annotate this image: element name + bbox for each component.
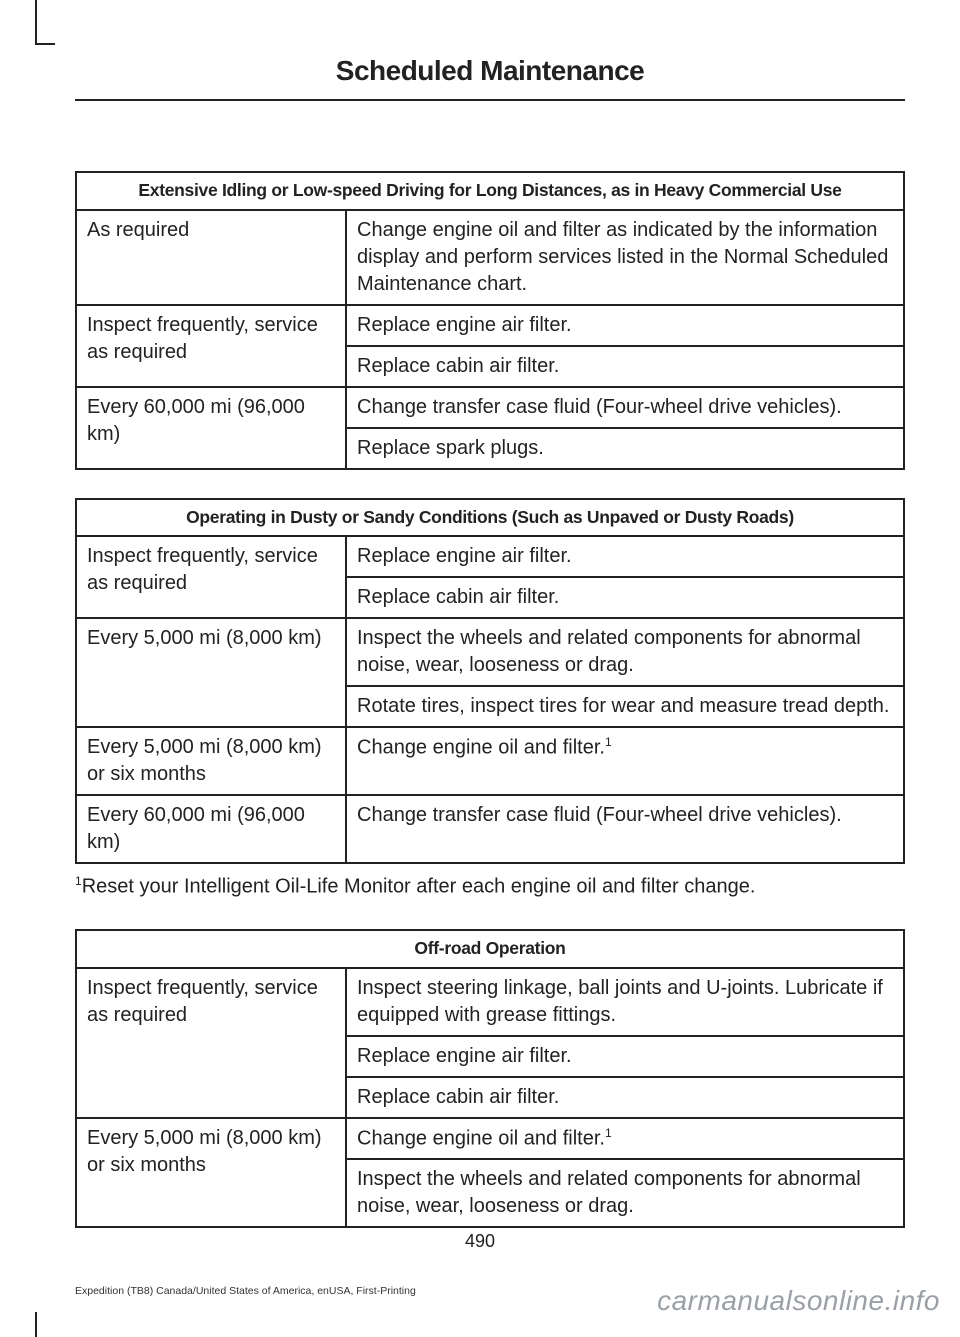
cell-text: Change engine oil and filter. <box>357 737 605 759</box>
table-cell: Change engine oil and filter as indicate… <box>346 210 904 305</box>
cell-text: Change engine oil and filter. <box>357 1127 605 1149</box>
table-cell: Every 5,000 mi (8,000 km) or six months <box>76 727 346 795</box>
table-cell: Replace engine air filter. <box>346 1036 904 1077</box>
table3-header: Off-road Operation <box>76 930 904 968</box>
footnote: 1Reset your Intelligent Oil-Life Monitor… <box>75 874 905 899</box>
table-cell: Inspect frequently, service as required <box>76 305 346 387</box>
footnote-text: Reset your Intelligent Oil-Life Monitor … <box>82 876 756 898</box>
table-cell: Change transfer case fluid (Four-wheel d… <box>346 387 904 428</box>
footnote-ref: 1 <box>605 1126 612 1140</box>
table-cell: Every 5,000 mi (8,000 km) <box>76 618 346 727</box>
footnote-ref: 1 <box>605 735 612 749</box>
table-cell: Replace engine air filter. <box>346 536 904 577</box>
table-cell: Rotate tires, inspect tires for wear and… <box>346 686 904 727</box>
title-rule <box>75 99 905 101</box>
table-extensive-idling: Extensive Idling or Low-speed Driving fo… <box>75 171 905 470</box>
table-cell: Inspect steering linkage, ball joints an… <box>346 968 904 1036</box>
table-cell: Replace engine air filter. <box>346 305 904 346</box>
table-cell: Replace cabin air filter. <box>346 1077 904 1118</box>
table-cell: Inspect frequently, service as required <box>76 536 346 618</box>
table-dusty-sandy: Operating in Dusty or Sandy Conditions (… <box>75 498 905 865</box>
table-offroad: Off-road Operation Inspect frequently, s… <box>75 929 905 1228</box>
table-cell: Change engine oil and filter.1 <box>346 727 904 795</box>
footer-publication-info: Expedition (TB8) Canada/United States of… <box>75 1285 416 1297</box>
page-title: Scheduled Maintenance <box>75 55 905 87</box>
table-cell: Every 60,000 mi (96,000 km) <box>76 795 346 863</box>
footer-watermark: carmanualsonline.info <box>657 1285 940 1317</box>
page-content: Scheduled Maintenance Extensive Idling o… <box>0 0 960 1296</box>
crop-mark-bottom-left <box>35 1312 55 1337</box>
table-cell: Change transfer case fluid (Four-wheel d… <box>346 795 904 863</box>
table-cell: Every 60,000 mi (96,000 km) <box>76 387 346 469</box>
table-cell: Replace cabin air filter. <box>346 577 904 618</box>
footnote-marker: 1 <box>75 874 82 888</box>
table2-header: Operating in Dusty or Sandy Conditions (… <box>76 499 904 537</box>
table-cell: Inspect frequently, service as required <box>76 968 346 1118</box>
table1-header: Extensive Idling or Low-speed Driving fo… <box>76 172 904 210</box>
table-cell: Every 5,000 mi (8,000 km) or six months <box>76 1118 346 1228</box>
table-cell: Replace spark plugs. <box>346 428 904 469</box>
table-cell: Inspect the wheels and related component… <box>346 1159 904 1227</box>
table-cell: Change engine oil and filter.1 <box>346 1118 904 1160</box>
page-number: 490 <box>0 1231 960 1252</box>
table-cell: Replace cabin air filter. <box>346 346 904 387</box>
table-cell: Inspect the wheels and related component… <box>346 618 904 686</box>
crop-mark-top-left <box>35 0 55 45</box>
table-cell: As required <box>76 210 346 305</box>
